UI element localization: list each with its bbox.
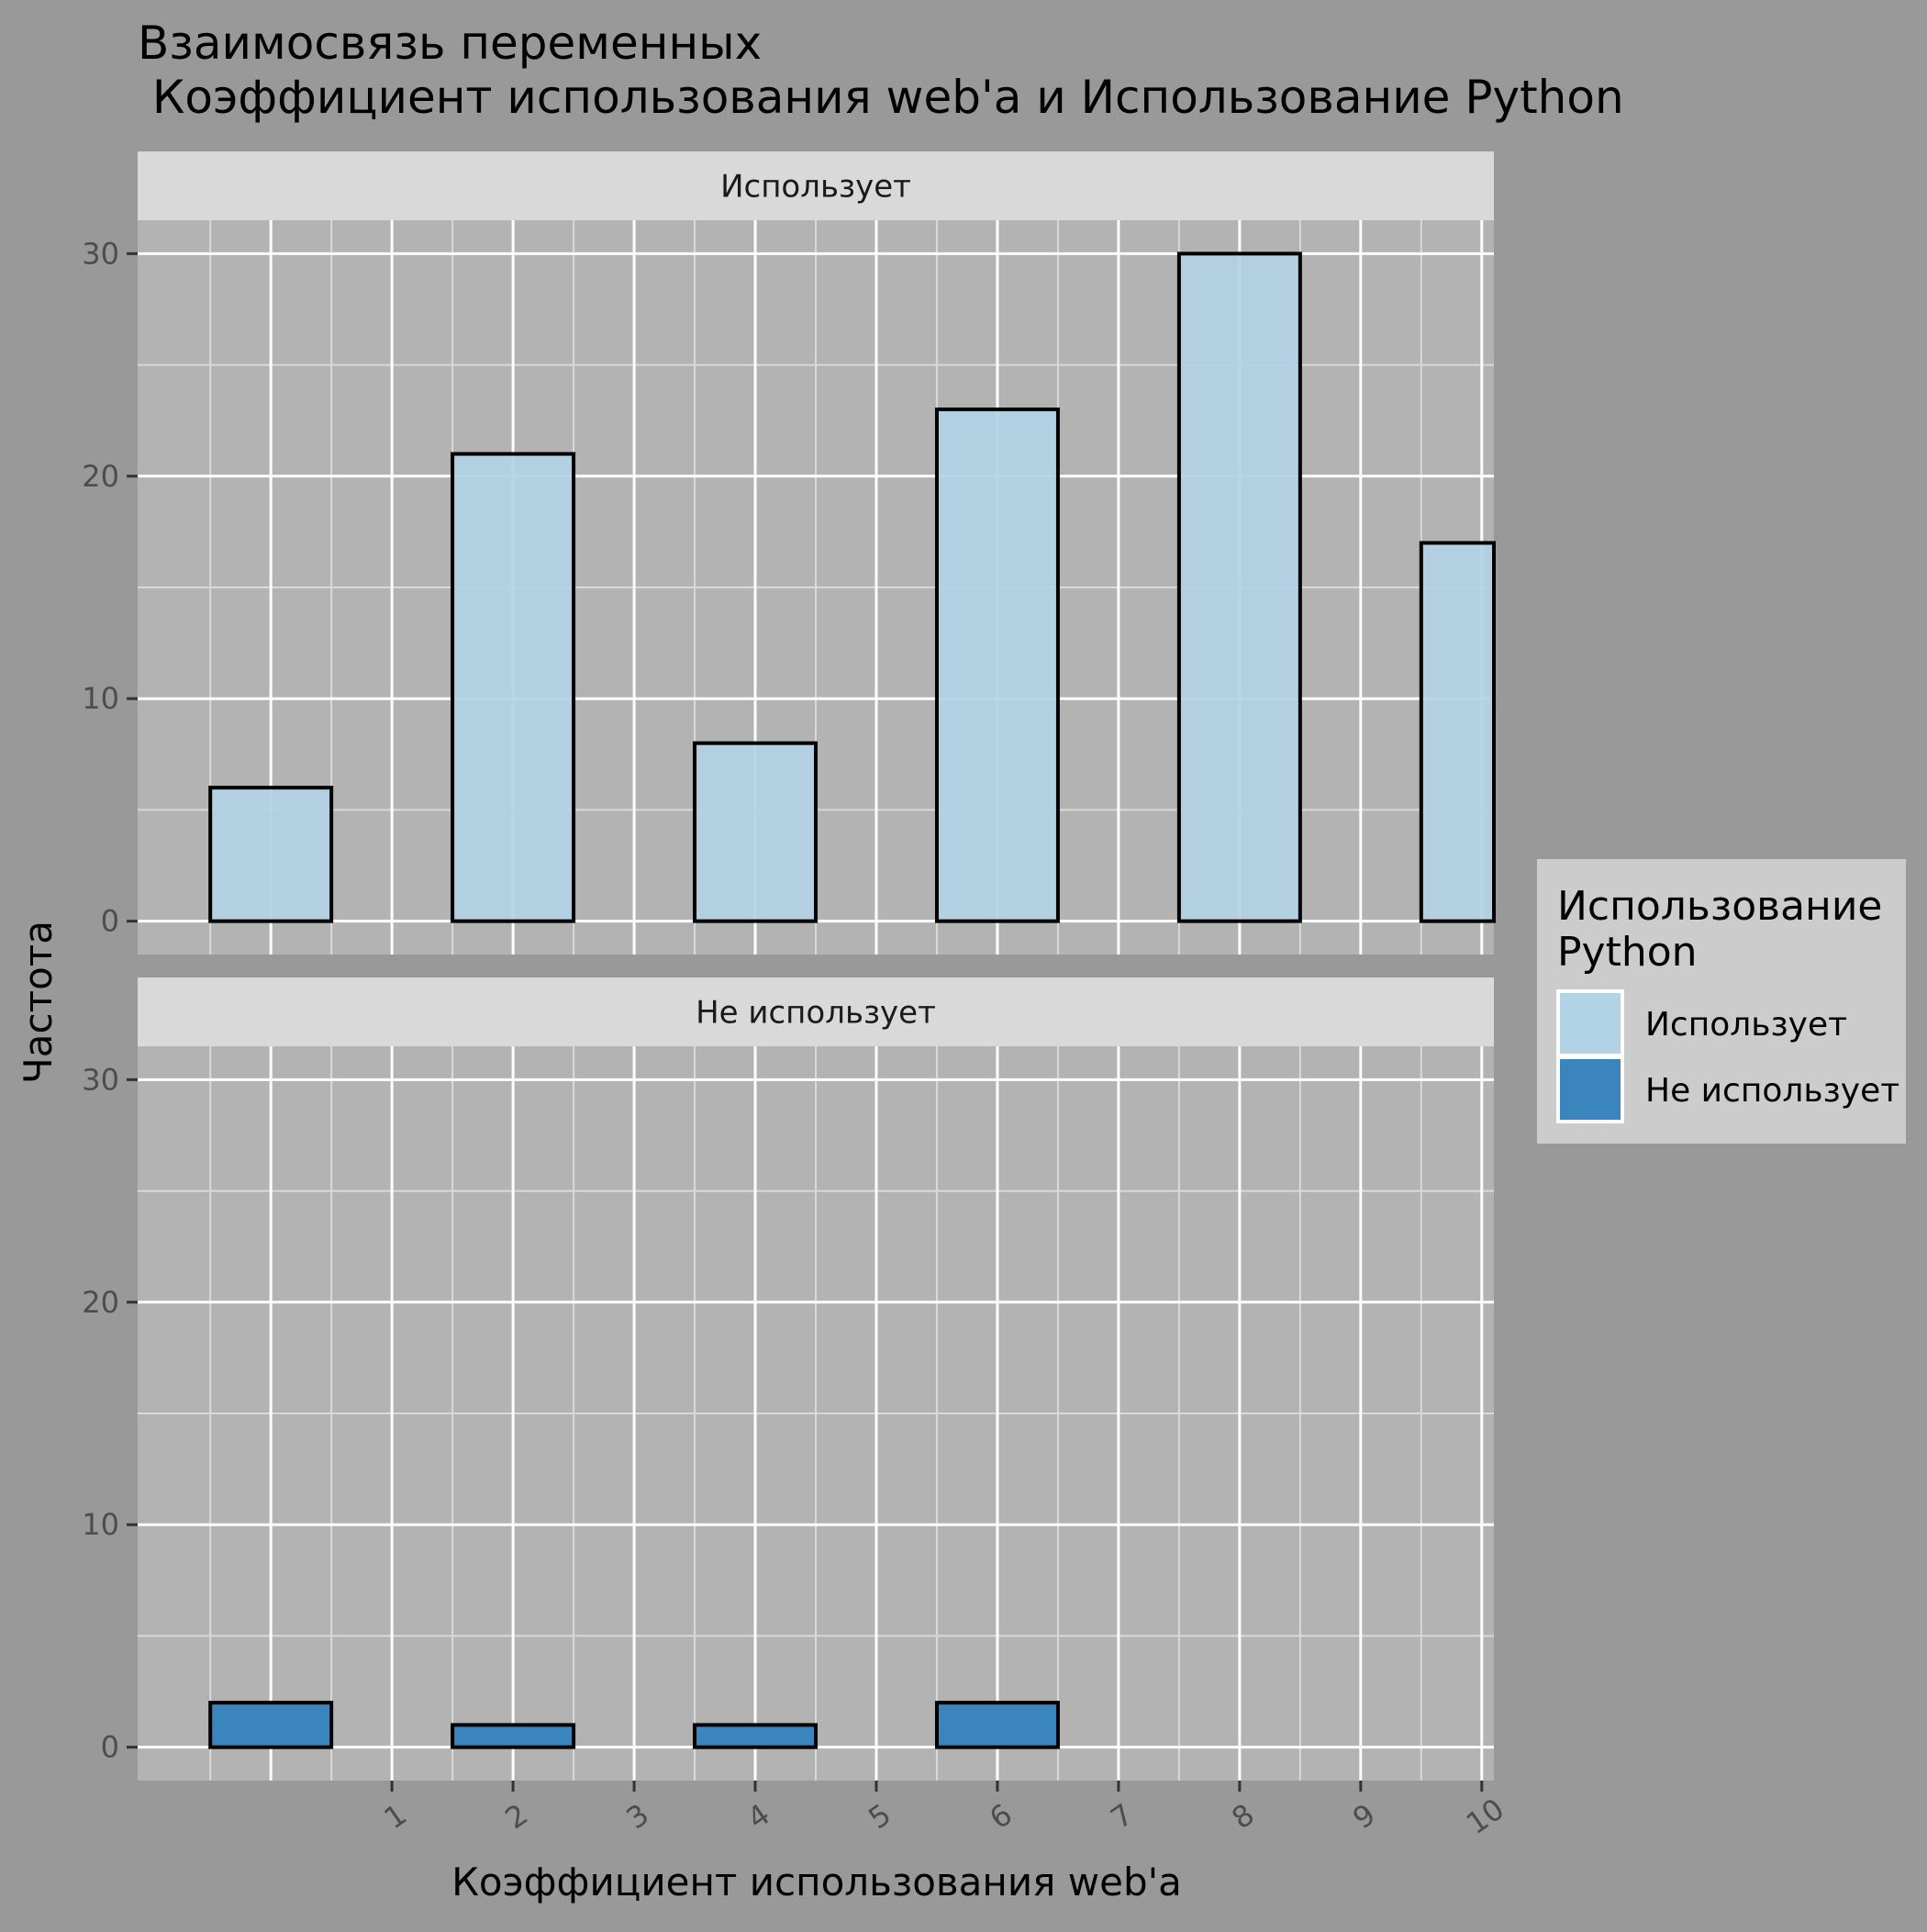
histogram-bar: [208, 786, 334, 923]
histogram-bar: [208, 1701, 334, 1749]
legend: Использование Python Использует Не испол…: [1537, 859, 1906, 1144]
histogram-bar: [1419, 541, 1496, 923]
legend-label-not-uses: Не использует: [1645, 1072, 1899, 1110]
y-tick-label: 20: [82, 1285, 119, 1320]
y-tick-label: 20: [82, 459, 119, 494]
facet-panel-2: Не использует 0 10 20 30: [82, 977, 1494, 1781]
y-tick-label: 30: [82, 1062, 119, 1097]
facet-strip-label: Не использует: [696, 995, 936, 1032]
facet-strip: [138, 151, 1494, 220]
legend-title-line1: Использование: [1557, 883, 1883, 930]
facet-strip: [138, 977, 1494, 1046]
legend-label-uses: Использует: [1645, 1006, 1847, 1044]
y-tick-label: 30: [82, 236, 119, 271]
legend-key-not-uses: [1556, 1055, 1624, 1123]
y-tick-label: 0: [101, 1730, 119, 1765]
histogram-bar: [934, 408, 1060, 923]
y-tick-label: 10: [82, 1507, 119, 1542]
panels-layer: Использует 0 10 20 30 Не использует 0 10 20 30: [82, 151, 1496, 1781]
x-axis-title: Коэффициент использования web'a: [451, 1859, 1182, 1904]
histogram-bar: [693, 1723, 818, 1749]
y-tick-label: 0: [101, 904, 119, 939]
histogram-bar: [451, 452, 576, 923]
chart-title-line2: Коэффициент использования web'a и Исполь…: [138, 71, 1624, 124]
y-tick-label: 10: [82, 681, 119, 716]
legend-title-line2: Python: [1557, 929, 1698, 976]
legend-key-uses: [1556, 989, 1624, 1057]
y-axis-title: Частота: [16, 921, 61, 1084]
histogram-bar: [1176, 251, 1302, 923]
chart-title-line1: Взаимосвязь переменных: [138, 17, 762, 70]
facet-panel-1: Использует 0 10 20 30: [82, 151, 1496, 955]
histogram-bar: [693, 741, 818, 923]
histogram-bar: [934, 1701, 1060, 1749]
histogram-bar: [451, 1723, 576, 1749]
facet-strip-label: Использует: [720, 169, 911, 206]
